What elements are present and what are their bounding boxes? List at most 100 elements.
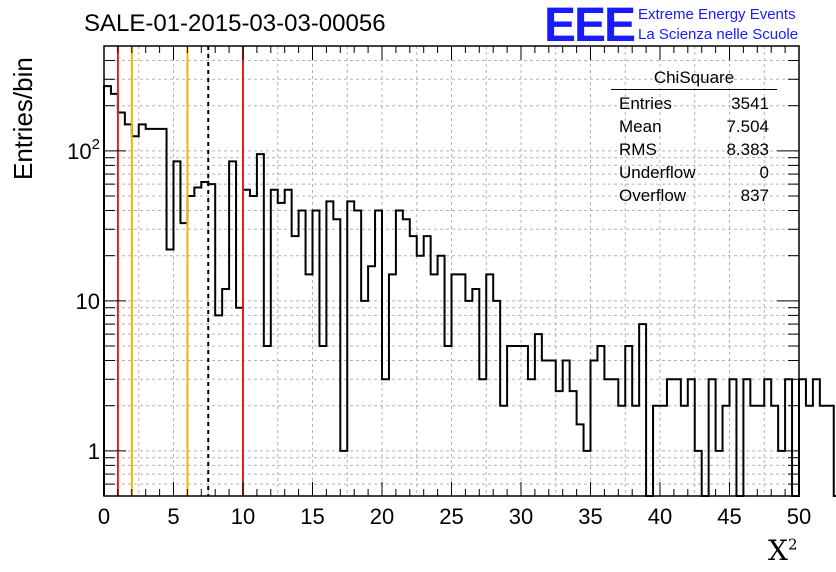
x-tick-label: 35 bbox=[578, 504, 602, 529]
x-tick-label: 25 bbox=[439, 504, 463, 529]
stats-value: 3541 bbox=[731, 94, 769, 113]
histogram-bin bbox=[549, 361, 556, 496]
histogram-bin bbox=[132, 136, 139, 496]
histogram-bin bbox=[271, 190, 278, 496]
histogram-bin bbox=[730, 379, 737, 496]
histogram-bin bbox=[486, 274, 493, 496]
histogram-bin bbox=[660, 406, 667, 496]
histogram-bin bbox=[160, 129, 167, 496]
histogram-bin bbox=[236, 308, 243, 496]
eee-logo: EEE bbox=[544, 0, 636, 52]
histogram-bin bbox=[521, 346, 528, 496]
histogram-bin bbox=[153, 129, 160, 496]
histogram-bin bbox=[445, 346, 452, 496]
histogram-bin bbox=[250, 196, 257, 496]
histogram-bin bbox=[611, 379, 618, 496]
stats-row: Entries 3541 bbox=[611, 92, 777, 115]
y-tick-label: 10 bbox=[76, 289, 100, 314]
histogram-bin bbox=[597, 346, 604, 496]
histogram-bin bbox=[389, 274, 396, 496]
histogram-bin bbox=[319, 346, 326, 496]
plot-title: SALE-01-2015-03-03-00056 bbox=[84, 10, 386, 37]
histogram-bin bbox=[278, 203, 285, 496]
threshold-lines bbox=[116, 46, 244, 496]
histogram-bin bbox=[340, 451, 347, 496]
histogram-bin bbox=[528, 379, 535, 496]
histogram-bin bbox=[139, 124, 146, 496]
logo-line-1: Extreme Energy Events bbox=[638, 6, 796, 23]
histogram-bin bbox=[403, 219, 410, 496]
histogram-bin bbox=[820, 406, 827, 496]
stats-label: Underflow bbox=[619, 163, 696, 182]
histogram-bin bbox=[827, 406, 834, 496]
histogram-bin bbox=[604, 379, 611, 496]
histogram-bin bbox=[146, 129, 153, 496]
histogram-bin bbox=[618, 406, 625, 496]
histogram-bin bbox=[167, 249, 174, 496]
stats-value: 8.383 bbox=[726, 140, 769, 159]
stats-label: RMS bbox=[619, 140, 657, 159]
histogram-bin bbox=[417, 256, 424, 496]
histogram-bin bbox=[313, 211, 320, 496]
stats-label: Mean bbox=[619, 117, 662, 136]
histogram-bin bbox=[688, 379, 695, 496]
x-tick-label: 30 bbox=[509, 504, 533, 529]
stats-title: ChiSquare bbox=[611, 68, 777, 90]
x-tick-label: 15 bbox=[300, 504, 324, 529]
histogram-bin bbox=[382, 379, 389, 496]
stats-box: ChiSquare Entries 3541 Mean 7.504 RMS 8.383… bbox=[611, 68, 777, 207]
histogram-bin bbox=[215, 315, 222, 496]
histogram-bin bbox=[535, 334, 542, 496]
histogram-bin bbox=[577, 424, 584, 496]
stats-row: Overflow 837 bbox=[611, 184, 777, 207]
x-tick-label: 0 bbox=[98, 504, 110, 529]
histogram-bin bbox=[201, 182, 208, 496]
histogram-bin bbox=[292, 236, 299, 496]
x-axis-label: X2 bbox=[768, 534, 797, 567]
histogram-bin bbox=[806, 406, 813, 496]
histogram-bin bbox=[458, 274, 465, 496]
histogram-bin bbox=[695, 451, 702, 496]
y-axis-label: Entries/bin bbox=[8, 57, 38, 180]
histogram-bin bbox=[187, 196, 194, 496]
histogram-bin bbox=[438, 256, 445, 496]
histogram-bin bbox=[479, 379, 486, 496]
stats-row: Mean 7.504 bbox=[611, 115, 777, 138]
histogram-bin bbox=[778, 451, 785, 496]
stats-value: 0 bbox=[759, 163, 769, 182]
histogram-bin bbox=[104, 86, 111, 496]
histogram-bin bbox=[813, 379, 820, 496]
histogram-bin bbox=[750, 406, 757, 496]
y-tick-label-exponent: 2 bbox=[92, 136, 100, 153]
x-tick-label: 45 bbox=[717, 504, 741, 529]
histogram-outline bbox=[103, 85, 836, 497]
x-tick-label: 20 bbox=[370, 504, 394, 529]
histogram-bin bbox=[208, 184, 215, 496]
axis-ticks bbox=[103, 45, 800, 497]
histogram-bin bbox=[591, 361, 598, 496]
histogram-bin bbox=[229, 161, 236, 496]
x-axis-label-symbol: X bbox=[768, 534, 788, 567]
histogram-bin bbox=[375, 211, 382, 496]
stats-label: Overflow bbox=[619, 186, 687, 205]
histogram-bin bbox=[674, 379, 681, 496]
histogram-bin bbox=[570, 391, 577, 496]
histogram-bin bbox=[264, 346, 271, 496]
x-tick-label: 5 bbox=[167, 504, 179, 529]
histogram-bin bbox=[764, 379, 771, 496]
x-tick-label: 50 bbox=[787, 504, 811, 529]
histogram-bin bbox=[285, 190, 292, 496]
histogram-bin bbox=[757, 406, 764, 496]
stats-label: Entries bbox=[619, 94, 672, 113]
stats-value: 837 bbox=[740, 186, 769, 205]
stats-row: RMS 8.383 bbox=[611, 138, 777, 161]
histogram-bin bbox=[514, 346, 521, 496]
histogram-bin bbox=[799, 379, 806, 496]
histogram-bin bbox=[500, 406, 507, 496]
histogram-bin bbox=[424, 236, 431, 496]
histogram-bin bbox=[347, 201, 354, 496]
stats-row: Underflow 0 bbox=[611, 161, 777, 184]
histogram-bin bbox=[118, 113, 125, 496]
histogram-bin bbox=[396, 211, 403, 496]
